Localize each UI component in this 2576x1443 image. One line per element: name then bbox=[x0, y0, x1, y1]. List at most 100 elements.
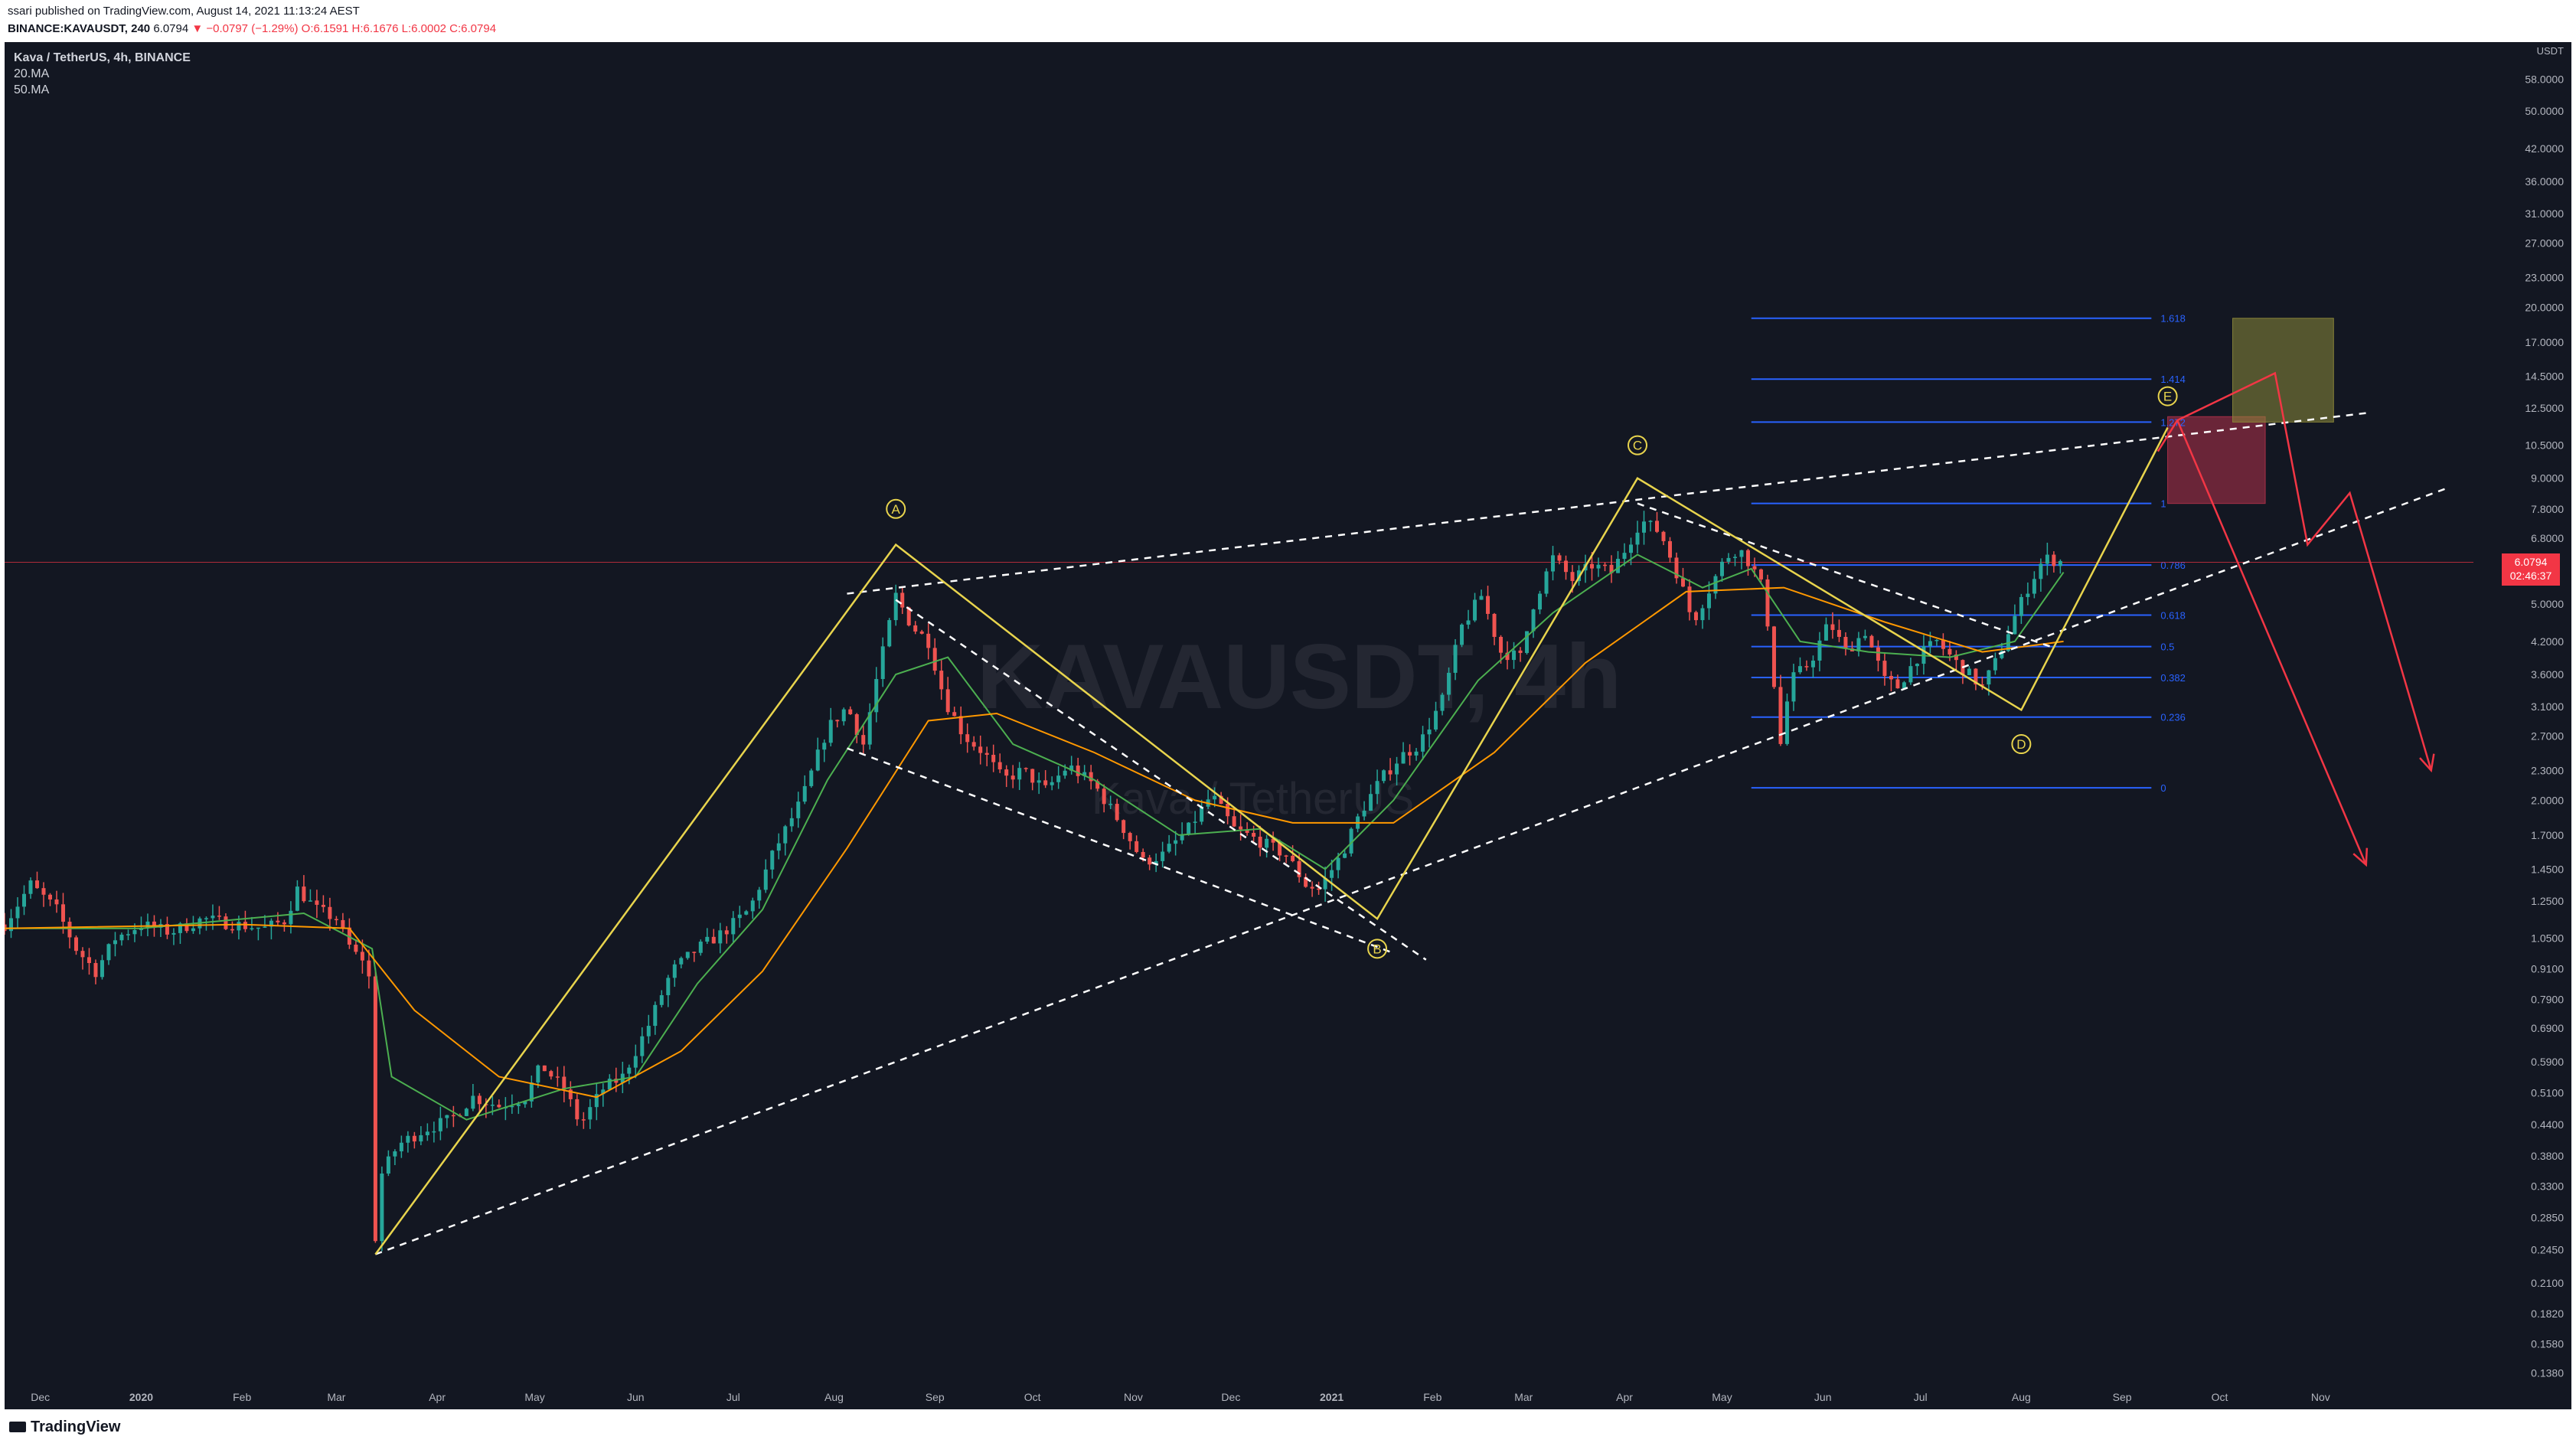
candle-body bbox=[1791, 672, 1796, 702]
tradingview-logo[interactable]: TradingView bbox=[9, 1419, 120, 1436]
candle-body bbox=[237, 922, 241, 931]
price-tick-label: 1.7000 bbox=[2531, 829, 2564, 841]
candle-body bbox=[594, 1094, 599, 1108]
projection-branch-arrow-head bbox=[2352, 847, 2369, 867]
time-tick-label: May bbox=[1712, 1391, 1732, 1403]
legend-symbol: Kava / TetherUS, 4h, BINANCE bbox=[14, 51, 191, 64]
candle-body bbox=[1616, 558, 1621, 573]
time-tick-label: Feb bbox=[1423, 1391, 1441, 1403]
candle-body bbox=[854, 714, 859, 736]
chart-pane[interactable]: KAVAUSDT, 4h Kava / TetherUS 1.618 1.414 1… bbox=[5, 42, 2571, 1409]
candle-body bbox=[1108, 804, 1113, 805]
candle-body bbox=[191, 928, 195, 932]
price-chart-svg[interactable]: 1.6181.4141.27210.7860.6180.50.3820.2360… bbox=[5, 42, 2571, 1409]
time-tick-label: Oct bbox=[1024, 1391, 1041, 1403]
candle-body bbox=[1180, 834, 1184, 841]
candle-body bbox=[1069, 766, 1074, 771]
candle-body bbox=[1226, 804, 1230, 817]
candle-body bbox=[1278, 842, 1282, 856]
candle-body bbox=[145, 921, 150, 929]
candle-body bbox=[1330, 870, 1334, 878]
candle-body bbox=[568, 1089, 573, 1099]
candle-body bbox=[1719, 561, 1724, 576]
price-tick-label: 0.2100 bbox=[2531, 1277, 2564, 1289]
candle-body bbox=[1310, 886, 1314, 889]
fib-level-label: 1 bbox=[2160, 498, 2166, 510]
fib-level-label: 0.236 bbox=[2160, 712, 2186, 723]
candle-body bbox=[1713, 576, 1718, 594]
candle-body bbox=[2045, 554, 2049, 564]
candle-body bbox=[1830, 624, 1835, 630]
candle-body bbox=[835, 720, 840, 722]
candle-body bbox=[1050, 782, 1054, 785]
candle-body bbox=[1765, 579, 1770, 627]
candle-body bbox=[2039, 563, 2043, 579]
candle-body bbox=[321, 904, 325, 907]
candle-body bbox=[1082, 772, 1087, 776]
candle-body bbox=[1876, 647, 1880, 661]
candle-body bbox=[1739, 550, 1744, 557]
watermark-name: Kava / TetherUS bbox=[1092, 774, 1415, 824]
candle-body bbox=[282, 922, 286, 925]
candle-body bbox=[106, 944, 111, 961]
candle-body bbox=[263, 926, 267, 928]
price-tick-label: 1.4500 bbox=[2531, 863, 2564, 875]
bar-countdown: 02:46:37 bbox=[2509, 570, 2552, 582]
candle-body bbox=[1434, 710, 1438, 730]
candle-body bbox=[1304, 877, 1308, 887]
price-tick-label: 1.2500 bbox=[2531, 895, 2564, 907]
candle-body bbox=[152, 921, 156, 928]
time-tick-label: Apr bbox=[1616, 1391, 1633, 1403]
candle-body bbox=[744, 911, 749, 915]
candle-body bbox=[438, 1118, 442, 1131]
time-tick-label: Aug bbox=[824, 1391, 844, 1403]
candle-body bbox=[1154, 860, 1158, 865]
candle-body bbox=[1141, 851, 1145, 858]
candle-body bbox=[1817, 640, 1822, 661]
candle-body bbox=[932, 648, 937, 671]
price-tick-label: 3.1000 bbox=[2531, 700, 2564, 713]
candle-body bbox=[1941, 639, 1945, 649]
projection-branch bbox=[2176, 420, 2367, 866]
time-tick-label: Apr bbox=[429, 1391, 446, 1403]
candle-body bbox=[1752, 566, 1757, 570]
candle-body bbox=[34, 880, 39, 889]
candle-body bbox=[1629, 544, 1634, 553]
price-tick-label: 1.0500 bbox=[2531, 932, 2564, 945]
candle-body bbox=[900, 593, 905, 608]
candle-body bbox=[184, 923, 189, 932]
candle-body bbox=[93, 963, 98, 978]
candle-body bbox=[1843, 636, 1848, 649]
candle-body bbox=[1401, 752, 1406, 764]
candle-body bbox=[893, 593, 898, 621]
candle-body bbox=[2000, 651, 2004, 658]
candle-body bbox=[1993, 658, 1997, 671]
candle-body bbox=[1453, 645, 1458, 673]
chart-legend: Kava / TetherUS, 4h, BINANCE 20.MA 50.MA bbox=[14, 50, 191, 98]
candle-body bbox=[783, 826, 788, 844]
price-tick-label: 10.5000 bbox=[2525, 439, 2564, 452]
candle-body bbox=[789, 818, 794, 827]
candle-body bbox=[802, 785, 807, 802]
candle-body bbox=[490, 1105, 495, 1106]
candle-body bbox=[1317, 888, 1321, 890]
candle-body bbox=[1408, 752, 1412, 756]
candle-body bbox=[588, 1107, 593, 1120]
candle-body bbox=[1810, 660, 1815, 668]
candle-body bbox=[861, 735, 866, 745]
candle-body bbox=[848, 709, 853, 715]
candle-body bbox=[224, 916, 228, 929]
open-value: O:6.1591 bbox=[301, 22, 349, 35]
candle-body bbox=[757, 890, 762, 901]
candle-body bbox=[1017, 768, 1022, 780]
candle-body bbox=[1648, 521, 1653, 522]
candle-body bbox=[100, 960, 104, 978]
candle-body bbox=[919, 631, 924, 634]
candle-body bbox=[204, 918, 208, 919]
candle-body bbox=[1128, 833, 1132, 841]
candle-body bbox=[1980, 684, 1984, 686]
candle-body bbox=[289, 910, 293, 925]
candle-body bbox=[906, 607, 911, 625]
price-tick-label: 17.0000 bbox=[2525, 336, 2564, 348]
footer: TradingView bbox=[0, 1409, 2576, 1443]
